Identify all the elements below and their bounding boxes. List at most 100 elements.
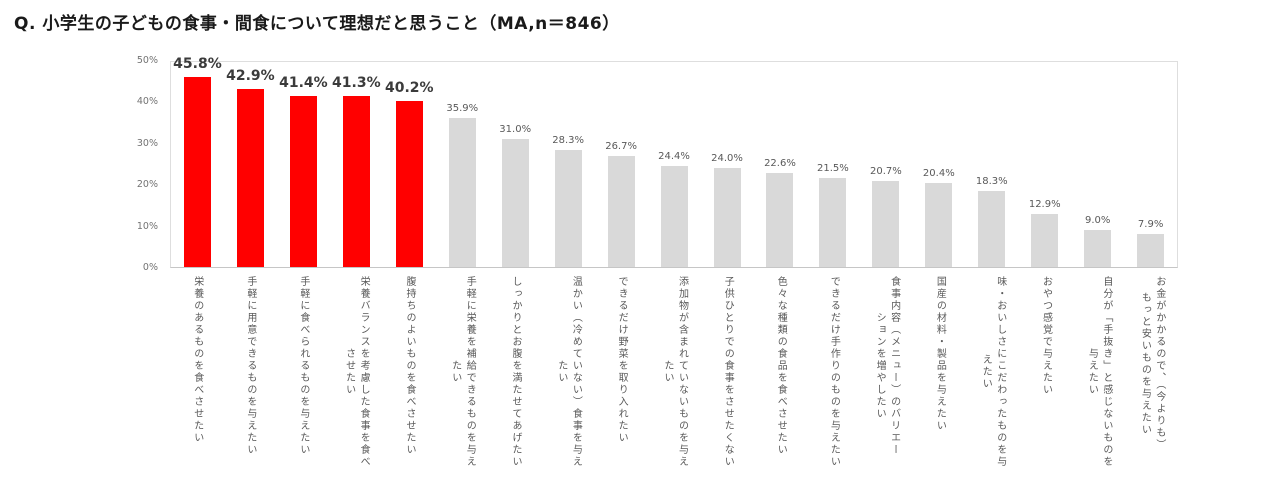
bar	[660, 165, 688, 267]
x-axis-label-cell: お金がかかるので、（今よりも） もっと安いものを与えたい	[1125, 276, 1178, 494]
bar	[554, 149, 582, 267]
bar-value-label: 40.2%	[384, 79, 434, 96]
bar-column: 35.9%	[436, 62, 489, 267]
x-axis-label-cell: 味・おいしさにこだわったものを与 えたい	[966, 276, 1019, 494]
bar	[289, 95, 317, 267]
x-axis-label: 手軽に用意できるものを与えたい	[244, 276, 256, 456]
x-axis-label: 温かい（冷めていない）食事を与え たい	[555, 276, 582, 468]
x-axis-label-cell: 子供ひとりでの食事をさせたくない	[700, 276, 753, 494]
bar	[819, 178, 847, 267]
x-axis-label: 自分が「手抜き」と感じないものを 与えたい	[1086, 276, 1112, 468]
x-axis-label-cell: 食事内容（メニュー）のバリエー ションを増やしたい	[860, 276, 913, 494]
x-axis-label: 添加物が含まれていないものを与え たい	[661, 276, 688, 468]
x-axis-label-cell: できるだけ野菜を取り入れたい	[594, 276, 647, 494]
y-tick-label: 20%	[136, 179, 158, 191]
x-axis-label-cell: 手軽に用意できるものを与えたい	[223, 276, 276, 494]
bar	[501, 138, 529, 267]
bar-column: 9.0%	[1071, 62, 1124, 267]
x-axis-label-cell: 温かい（冷めていない）食事を与え たい	[541, 276, 594, 494]
x-axis-labels: 栄養のあるものを食べさせたい 手軽に用意できるものを与えたい 手軽に食べられるものを…	[170, 276, 1178, 494]
bar-column: 12.9%	[1018, 62, 1071, 267]
x-axis-label-cell: 栄養のあるものを食べさせたい	[170, 276, 223, 494]
bar-value-label: 20.7%	[869, 166, 902, 178]
bar-value-label: 22.6%	[764, 158, 796, 170]
bar	[713, 167, 741, 267]
y-tick-label: 0%	[142, 262, 158, 273]
bar-column: 18.3%	[965, 62, 1018, 267]
bar	[766, 173, 794, 267]
bar-value-label: 41.4%	[279, 74, 328, 91]
bar-value-label: 42.9%	[226, 68, 275, 85]
bar	[183, 77, 211, 267]
x-axis-label: しっかりとお腹を満たせてあげたい	[510, 276, 522, 468]
bar-value-label: 18.3%	[975, 176, 1008, 188]
bar-column: 26.7%	[595, 62, 648, 267]
bar	[342, 96, 370, 267]
plot-area: 45.8% 42.9% 41.4% 41.3% 40.2% 35.9% 31.0% 28.3%…	[170, 56, 1178, 268]
bar-column: 20.4%	[912, 62, 965, 267]
x-axis-label-cell: 栄養バランスを考慮した食事を食べ させたい	[329, 276, 382, 494]
bar-value-label: 26.7%	[605, 141, 637, 153]
x-axis-label-cell: 手軽に食べられるものを与えたい	[276, 276, 329, 494]
x-axis-label: 食事内容（メニュー）のバリエー ションを増やしたい	[874, 276, 900, 456]
bar-column: 42.9%	[224, 62, 277, 267]
x-axis-label-cell: 手軽に栄養を補給できるものを与え たい	[435, 276, 488, 494]
bar-value-label: 31.0%	[499, 123, 532, 135]
y-tick-label: 40%	[136, 96, 158, 108]
x-axis-label: 手軽に栄養を補給できるものを与え たい	[449, 276, 476, 468]
bar	[1031, 213, 1059, 267]
bar-value-label: 41.3%	[332, 75, 381, 92]
x-axis-label-cell: おやつ感覚で与えたい	[1019, 276, 1072, 494]
bar	[1084, 229, 1112, 267]
x-axis-label-cell: 色々な種類の食品を食べさせたい	[754, 276, 807, 494]
bar-column: 7.9%	[1124, 62, 1177, 267]
x-axis-label-cell: 腹持ちのよいものを食べさせたい	[382, 276, 435, 494]
x-axis-label: 栄養のあるものを食べさせたい	[191, 276, 203, 444]
bar-value-label: 20.4%	[922, 167, 955, 179]
x-axis-label-cell: 添加物が含まれていないものを与え たい	[647, 276, 700, 494]
bar-value-label: 45.8%	[173, 56, 222, 73]
bar-value-label: 35.9%	[446, 103, 479, 115]
bar-column: 24.0%	[701, 62, 754, 267]
y-tick-label: 10%	[136, 220, 158, 232]
bar-column: 41.4%	[277, 62, 330, 267]
bar-column: 40.2%	[383, 62, 436, 267]
bar	[236, 89, 264, 267]
x-axis-label: できるだけ手作りのものを与えたい	[828, 276, 840, 468]
x-axis-label: 色々な種類の食品を食べさせたい	[775, 276, 787, 456]
x-axis-label: 手軽に食べられるものを与えたい	[297, 276, 309, 456]
x-axis-label-cell: 自分が「手抜き」と感じないものを 与えたい	[1072, 276, 1125, 494]
x-axis-label: できるだけ野菜を取り入れたい	[616, 276, 628, 444]
bar	[925, 182, 953, 267]
bar	[1137, 234, 1165, 267]
bar-column: 21.5%	[806, 62, 859, 267]
bar	[607, 156, 635, 267]
bar-column: 20.7%	[859, 62, 912, 267]
y-axis: 0% 10% 20% 30% 40% 50%	[0, 56, 158, 273]
bar-value-label: 9.0%	[1084, 214, 1111, 226]
bar-value-label: 24.0%	[711, 152, 743, 164]
x-axis-label-cell: しっかりとお腹を満たせてあげたい	[488, 276, 541, 494]
bar-column: 24.4%	[648, 62, 701, 267]
bar	[978, 191, 1006, 267]
x-axis-label: 子供ひとりでの食事をさせたくない	[722, 276, 734, 468]
x-axis-label: 国産の材料・製品を与えたい	[934, 276, 946, 432]
bar-value-label: 7.9%	[1137, 219, 1164, 231]
bar-column: 22.6%	[753, 62, 806, 267]
x-axis-label: 味・おいしさにこだわったものを与 えたい	[980, 276, 1006, 468]
y-tick-label: 50%	[136, 55, 158, 66]
x-axis-label: 栄養バランスを考慮した食事を食べ させたい	[343, 276, 370, 468]
bar-value-label: 21.5%	[817, 163, 849, 174]
bar	[448, 118, 476, 267]
x-axis-label: 腹持ちのよいものを食べさせたい	[403, 276, 415, 456]
bar-value-label: 24.4%	[658, 150, 690, 162]
x-axis-label-cell: 国産の材料・製品を与えたい	[913, 276, 966, 494]
bar-value-label: 12.9%	[1028, 198, 1061, 210]
bar-column: 31.0%	[489, 62, 542, 267]
bar-value-label: 28.3%	[552, 134, 585, 146]
chart-title: Q. 小学生の子どもの食事・間食について理想だと思うこと（MA,n＝846）	[14, 14, 620, 34]
y-tick-label: 30%	[136, 137, 158, 149]
bar	[395, 100, 423, 267]
bar	[872, 181, 900, 267]
